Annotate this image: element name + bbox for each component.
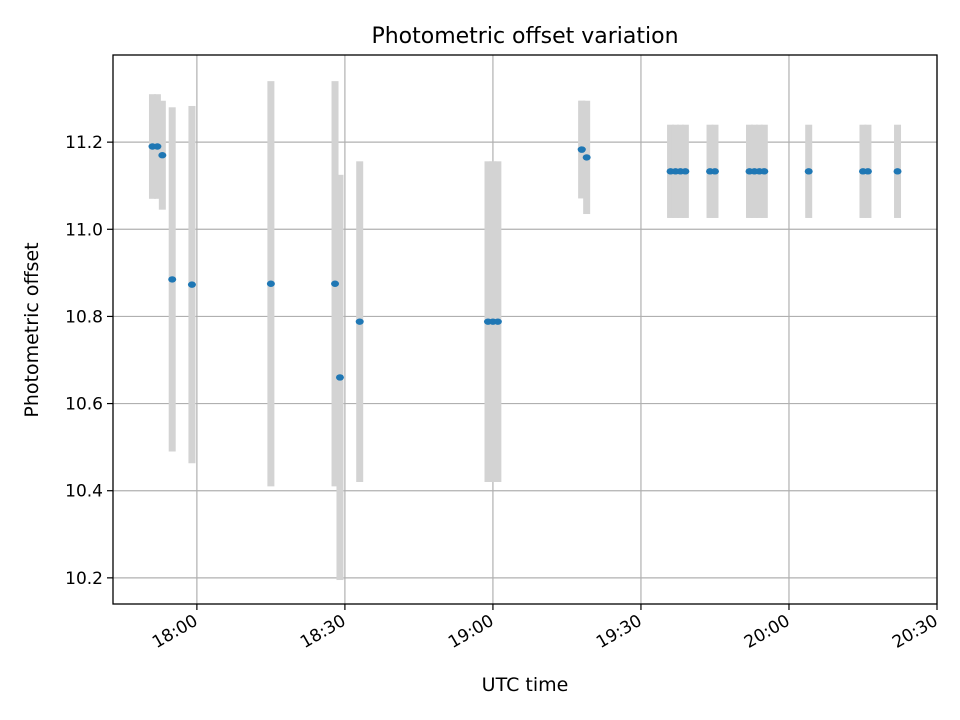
x-tick-label: 18:00 bbox=[149, 611, 201, 653]
data-point bbox=[804, 168, 813, 175]
data-point bbox=[681, 168, 690, 175]
data-points bbox=[148, 143, 902, 381]
x-tick-label: 19:30 bbox=[593, 611, 645, 653]
x-tick-label: 20:00 bbox=[741, 611, 793, 653]
data-point bbox=[168, 276, 177, 283]
y-tick-label: 10.6 bbox=[65, 395, 103, 415]
data-point bbox=[577, 146, 586, 153]
data-point bbox=[158, 152, 167, 159]
data-point bbox=[582, 154, 591, 161]
data-point bbox=[710, 168, 719, 175]
data-point bbox=[187, 281, 196, 288]
y-tick-label: 10.2 bbox=[65, 569, 103, 589]
data-point bbox=[331, 280, 340, 287]
chart-title: Photometric offset variation bbox=[371, 24, 678, 49]
x-tick-label: 20:30 bbox=[889, 611, 941, 653]
x-tick-label: 18:30 bbox=[297, 611, 349, 653]
data-point bbox=[493, 318, 502, 325]
error-bars bbox=[148, 81, 902, 581]
y-tick-label: 10.4 bbox=[65, 482, 103, 502]
data-point bbox=[335, 374, 344, 381]
y-axis-label: Photometric offset bbox=[21, 242, 43, 417]
data-point bbox=[355, 318, 364, 325]
data-point bbox=[266, 280, 275, 287]
y-tick-label: 10.8 bbox=[65, 307, 103, 327]
grid bbox=[113, 55, 938, 604]
data-point bbox=[863, 168, 872, 175]
data-point bbox=[760, 168, 769, 175]
y-tick-label: 11.2 bbox=[65, 133, 103, 153]
data-point bbox=[153, 143, 162, 150]
data-point bbox=[893, 168, 902, 175]
y-tick-label: 11.0 bbox=[65, 220, 103, 240]
plot-frame bbox=[112, 54, 938, 605]
x-tick-label: 19:00 bbox=[445, 611, 497, 653]
x-axis-label: UTC time bbox=[482, 674, 569, 696]
